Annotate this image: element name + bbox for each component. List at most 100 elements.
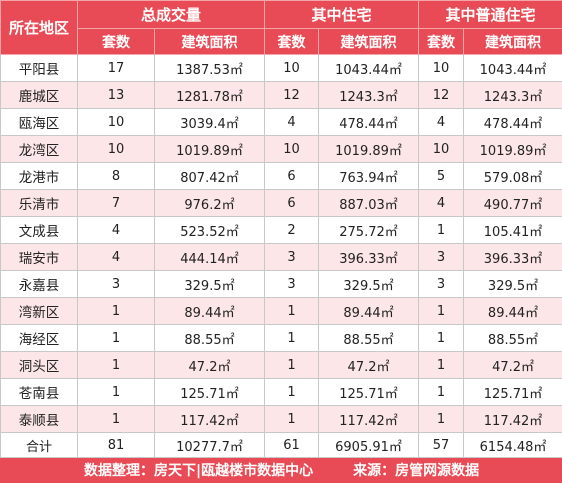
residential-count-cell: 2 xyxy=(265,217,319,244)
ordinary-count-cell: 4 xyxy=(419,109,464,136)
count-cell: 4 xyxy=(78,217,155,244)
region-cell: 洞头区 xyxy=(1,352,78,379)
area-cell: 1387.53㎡ xyxy=(155,55,265,82)
residential-area-cell: 89.44㎡ xyxy=(319,298,419,325)
area-cell: 89.44㎡ xyxy=(155,298,265,325)
region-column-header: 所在地区 xyxy=(1,1,78,55)
residential-count-cell: 1 xyxy=(265,406,319,433)
ordinary-count-cell: 1 xyxy=(419,406,464,433)
ordinary-area-cell: 88.55㎡ xyxy=(464,325,562,352)
residential-count-cell: 12 xyxy=(265,82,319,109)
ordinary-count-cell: 1 xyxy=(419,325,464,352)
residential-area-cell: 88.55㎡ xyxy=(319,325,419,352)
region-cell: 乐清市 xyxy=(1,190,78,217)
count-cell: 4 xyxy=(78,244,155,271)
count-cell: 1 xyxy=(78,406,155,433)
ordinary-area-cell: 105.41㎡ xyxy=(464,217,562,244)
residential-area-cell: 117.42㎡ xyxy=(319,406,419,433)
residential-count-cell: 10 xyxy=(265,136,319,163)
count-cell: 13 xyxy=(78,82,155,109)
residential-count-cell: 4 xyxy=(265,109,319,136)
region-cell: 永嘉县 xyxy=(1,271,78,298)
sub-header-area: 建筑面积 xyxy=(319,29,419,55)
group-header-ordinary-residential: 其中普通住宅 xyxy=(419,1,562,29)
residential-area-cell: 887.03㎡ xyxy=(319,190,419,217)
ordinary-count-cell: 1 xyxy=(419,217,464,244)
total-label: 合计 xyxy=(1,433,78,458)
count-cell: 7 xyxy=(78,190,155,217)
residential-area-cell: 47.2㎡ xyxy=(319,352,419,379)
area-cell: 3039.4㎡ xyxy=(155,109,265,136)
area-cell: 444.14㎡ xyxy=(155,244,265,271)
source-footer: 数据整理：房天下|瓯越楼市数据中心 来源：房管网源数据 xyxy=(1,458,562,483)
ordinary-area-cell: 1243.3㎡ xyxy=(464,82,562,109)
ordinary-area-cell: 1043.44㎡ xyxy=(464,55,562,82)
residential-count-cell: 10 xyxy=(265,55,319,82)
area-cell: 1019.89㎡ xyxy=(155,136,265,163)
area-cell: 47.2㎡ xyxy=(155,352,265,379)
ordinary-area-cell: 579.08㎡ xyxy=(464,163,562,190)
sub-header-area: 建筑面积 xyxy=(155,29,265,55)
region-cell: 龙港市 xyxy=(1,163,78,190)
region-cell: 苍南县 xyxy=(1,379,78,406)
ordinary-area-cell: 329.5㎡ xyxy=(464,271,562,298)
ordinary-count-cell: 1 xyxy=(419,379,464,406)
total-count: 81 xyxy=(78,433,155,458)
ordinary-count-cell: 12 xyxy=(419,82,464,109)
residential-area-cell: 125.71㎡ xyxy=(319,379,419,406)
residential-area-cell: 478.44㎡ xyxy=(319,109,419,136)
area-cell: 117.42㎡ xyxy=(155,406,265,433)
residential-area-cell: 763.94㎡ xyxy=(319,163,419,190)
area-cell: 976.2㎡ xyxy=(155,190,265,217)
ordinary-area-cell: 490.77㎡ xyxy=(464,190,562,217)
residential-area-cell: 1043.44㎡ xyxy=(319,55,419,82)
region-cell: 瑞安市 xyxy=(1,244,78,271)
total-residential-count: 61 xyxy=(265,433,319,458)
ordinary-count-cell: 4 xyxy=(419,190,464,217)
group-header-total: 总成交量 xyxy=(78,1,265,29)
residential-count-cell: 3 xyxy=(265,271,319,298)
area-cell: 523.52㎡ xyxy=(155,217,265,244)
ordinary-count-cell: 3 xyxy=(419,271,464,298)
ordinary-area-cell: 117.42㎡ xyxy=(464,406,562,433)
region-cell: 鹿城区 xyxy=(1,82,78,109)
count-cell: 10 xyxy=(78,109,155,136)
total-ordinary-count: 57 xyxy=(419,433,464,458)
residential-count-cell: 6 xyxy=(265,163,319,190)
residential-count-cell: 3 xyxy=(265,244,319,271)
ordinary-area-cell: 478.44㎡ xyxy=(464,109,562,136)
ordinary-count-cell: 5 xyxy=(419,163,464,190)
region-cell: 湾新区 xyxy=(1,298,78,325)
source-note: 来源：房管网源数据 xyxy=(353,463,479,479)
ordinary-area-cell: 89.44㎡ xyxy=(464,298,562,325)
total-residential-area: 6905.91㎡ xyxy=(319,433,419,458)
sub-header-count: 套数 xyxy=(419,29,464,55)
count-cell: 1 xyxy=(78,379,155,406)
region-cell: 海经区 xyxy=(1,325,78,352)
residential-area-cell: 1019.89㎡ xyxy=(319,136,419,163)
region-cell: 泰顺县 xyxy=(1,406,78,433)
count-cell: 17 xyxy=(78,55,155,82)
residential-count-cell: 1 xyxy=(265,325,319,352)
total-area: 10277.7㎡ xyxy=(155,433,265,458)
area-cell: 329.5㎡ xyxy=(155,271,265,298)
ordinary-area-cell: 396.33㎡ xyxy=(464,244,562,271)
region-cell: 瓯海区 xyxy=(1,109,78,136)
count-cell: 10 xyxy=(78,136,155,163)
region-cell: 文成县 xyxy=(1,217,78,244)
region-cell: 龙湾区 xyxy=(1,136,78,163)
count-cell: 1 xyxy=(78,298,155,325)
compiled-by-note: 数据整理：房天下|瓯越楼市数据中心 xyxy=(84,463,313,479)
area-cell: 1281.78㎡ xyxy=(155,82,265,109)
count-cell: 1 xyxy=(78,352,155,379)
area-cell: 125.71㎡ xyxy=(155,379,265,406)
